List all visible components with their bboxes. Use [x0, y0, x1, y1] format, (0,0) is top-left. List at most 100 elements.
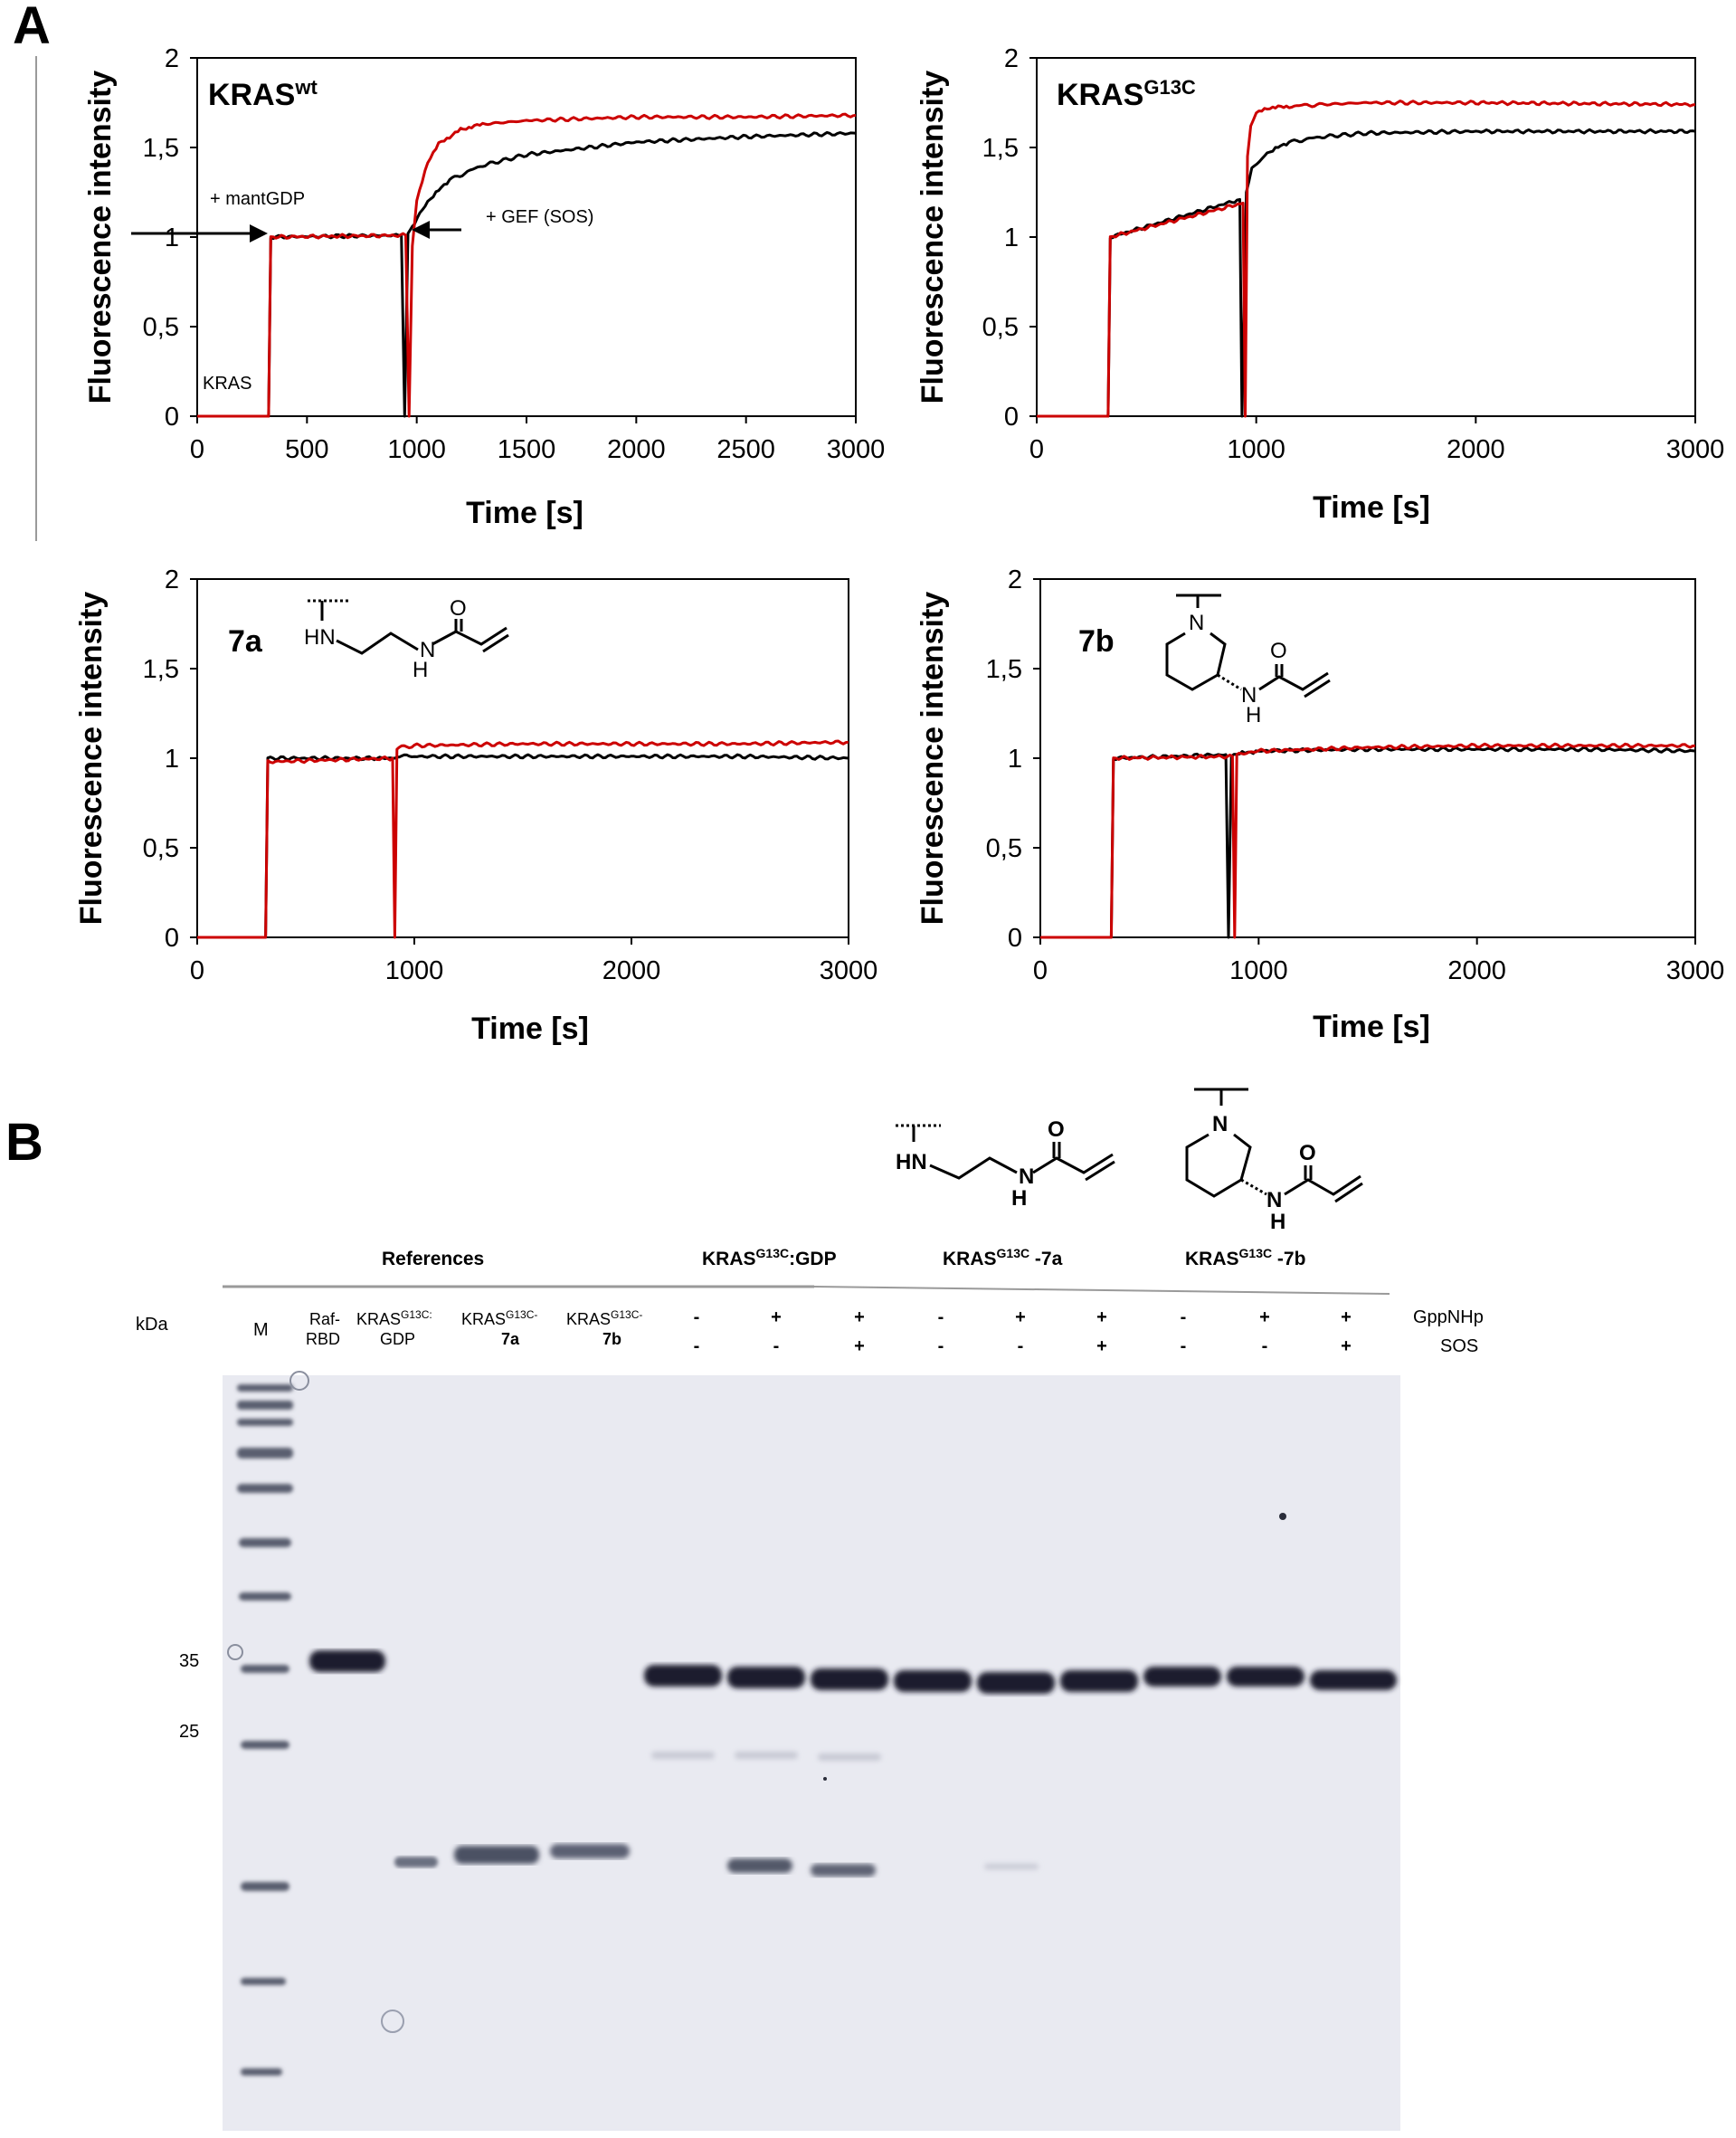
structure-7b: [1165, 594, 1331, 698]
x-tick-label: 3000: [827, 435, 886, 464]
ladder-band: [237, 1484, 293, 1493]
sos-sign: -: [938, 1336, 944, 1356]
x-tick-label: 2000: [1447, 435, 1505, 464]
kras-bands: [644, 1665, 1397, 1694]
7b-n-label: N: [1189, 611, 1204, 635]
ref-lane-2-line1: KRASG13C:: [356, 1308, 432, 1328]
y-tick-label: 0: [165, 403, 179, 432]
sos-row-label: SOS: [1440, 1336, 1478, 1356]
gel-header-kras-7a: KRASG13C -7a: [943, 1246, 1063, 1269]
ladder-band: [237, 1384, 293, 1392]
chart-7a: 0 0,5 1 1,5 2 0 1000 2000 3000 Time [s] Fluorescen…: [74, 565, 877, 1046]
y-axis-title: Fluorescence intensity: [915, 71, 950, 404]
gel-header-kras-7b-sup: G13C: [1239, 1246, 1273, 1260]
gel-header-kras-gdp-name: KRAS: [702, 1249, 756, 1269]
x-tick-label: 1000: [1229, 956, 1288, 985]
gppnhp-sign: +: [1341, 1307, 1352, 1327]
ref-lane-1-line1: Raf-: [309, 1310, 340, 1328]
gel-header-rule-2: [813, 1286, 1390, 1295]
panel-b-label: B: [5, 1113, 43, 1172]
x-tick-label: 2500: [716, 435, 775, 464]
band-lane-5: [977, 1672, 1055, 1694]
marker-label: M: [253, 1320, 269, 1340]
kras-wt-annotations: + mantGDP + GEF (SOS) KRAS: [131, 189, 593, 394]
x-axis-title: Time [s]: [1313, 1010, 1430, 1044]
x-tick-label: 3000: [820, 956, 878, 985]
x-tick-label: 2000: [1447, 956, 1506, 985]
ring-bonds: [1185, 1133, 1242, 1198]
panel-a-label: A: [13, 0, 51, 55]
chart-title: KRASwt: [208, 76, 318, 113]
7b-h-label: H: [1246, 703, 1261, 727]
mw-35-label: 35: [179, 1651, 199, 1671]
x-tick-label: 1500: [498, 435, 556, 464]
structure-7a: [308, 599, 509, 655]
x-tick-label: 0: [190, 435, 204, 464]
amide-bonds: [1032, 1153, 1114, 1174]
gppnhp-sign: -: [1181, 1307, 1187, 1327]
x-tick-label: 3000: [1666, 956, 1725, 985]
band-ref-gdp: [394, 1857, 438, 1867]
y-tick-label: 2: [1004, 44, 1019, 73]
series-line: [197, 753, 849, 939]
x-tick-label: 2000: [602, 956, 661, 985]
hashed-bond: [1217, 673, 1242, 691]
y-tick-label: 2: [165, 565, 179, 594]
gppnhp-sign: -: [694, 1307, 700, 1327]
chart-title-sup: G13C: [1143, 76, 1196, 99]
ref-lane-2-line2: GDP: [380, 1330, 415, 1348]
gel-speck: [289, 1371, 309, 1391]
band-lane-8: [1227, 1667, 1304, 1687]
ref-lane-2-sup: G13C:: [401, 1308, 432, 1321]
gel-headers: References KRASG13C:GDP KRASG13C -7a KRA…: [223, 1246, 1390, 1295]
y-tick-label: 1,5: [143, 134, 179, 163]
ladder-band: [237, 1401, 293, 1410]
x-tick-label: 0: [1033, 956, 1048, 985]
ladder-band: [239, 1592, 291, 1601]
y-axis-title: Fluorescence intensity: [83, 71, 118, 404]
band-lane-2: [727, 1667, 805, 1688]
y-tick-label: 1,5: [982, 134, 1019, 163]
annotation-mantgdp: + mantGDP: [210, 189, 305, 209]
gppnhp-row-label: GppNHp: [1413, 1307, 1484, 1327]
ring-bonds-2: [1233, 1133, 1252, 1181]
series-line: [197, 130, 857, 418]
y-tick-label: 0: [165, 924, 179, 953]
y-tick-label: 0,5: [143, 313, 179, 342]
chart-kras-wt: 0 0,5 1 1,5 2 0 500 1000 1500 2000 2500 3000 Time [s…: [83, 44, 885, 530]
chart-title: KRASG13C: [1057, 76, 1196, 113]
gel-header-kras-7b: KRASG13C -7b: [1185, 1246, 1305, 1269]
chart-kras-g13c: 0 0,5 1 1,5 2 0 1000 2000 3000 Time [s] Fluorescen…: [915, 44, 1724, 525]
7a-h-label: H: [413, 658, 428, 682]
chain-bonds: [929, 1156, 1018, 1180]
structure-7b-b: [1185, 1088, 1363, 1203]
gel-header-kras-gdp-sup: G13C: [756, 1246, 790, 1260]
ref-lane-4-line1: KRASG13C-: [566, 1308, 642, 1328]
chart-title-main: KRAS: [208, 78, 295, 112]
faint-band: [651, 1752, 715, 1759]
series-line: [197, 739, 849, 939]
gel-header-kras-7a-name: KRAS: [943, 1249, 997, 1269]
b-7a-hn-label: HN: [896, 1150, 927, 1174]
gel-sign-rows: - + + - + + - + + - - + - - + - - +: [694, 1307, 1352, 1356]
y-tick-label: 0: [1008, 924, 1022, 953]
x-tick-label: 1000: [385, 956, 444, 985]
annotation-gef-sos: + GEF (SOS): [486, 207, 593, 227]
ref-lane-3-line2: 7a: [501, 1330, 520, 1348]
y-tick-label: 2: [165, 44, 179, 73]
x-axis-title: Time [s]: [471, 1012, 589, 1046]
7b-o-label: O: [1270, 639, 1287, 663]
ladder-band: [241, 1978, 286, 1985]
chart-title-main: KRAS: [1057, 78, 1143, 112]
ladder-band: [241, 1882, 289, 1891]
y-tick-label: 1: [1004, 223, 1019, 252]
gel-lane-labels: kDa M Raf- RBD KRASG13C: GDP KRASG13C- 7…: [136, 1307, 1484, 1742]
x-tick-label: 500: [285, 435, 328, 464]
annotation-kras: KRAS: [203, 374, 251, 394]
7a-n-label: N: [420, 638, 435, 662]
x-axis-title: Time [s]: [466, 496, 583, 530]
chart-title-main: 7b: [1078, 624, 1115, 659]
y-tick-label: 1,5: [143, 655, 179, 684]
kda-label: kDa: [136, 1315, 168, 1335]
